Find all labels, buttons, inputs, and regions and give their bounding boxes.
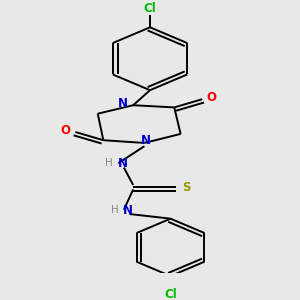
Text: O: O: [207, 91, 217, 104]
Text: Cl: Cl: [144, 2, 156, 15]
Text: H: H: [105, 158, 113, 168]
Text: S: S: [182, 181, 190, 194]
Text: N: N: [118, 98, 128, 110]
Text: Cl: Cl: [164, 288, 177, 300]
Text: O: O: [61, 124, 71, 137]
Text: H: H: [111, 206, 119, 215]
Text: N: N: [123, 204, 134, 217]
Text: N: N: [118, 157, 128, 170]
Text: N: N: [141, 134, 151, 147]
